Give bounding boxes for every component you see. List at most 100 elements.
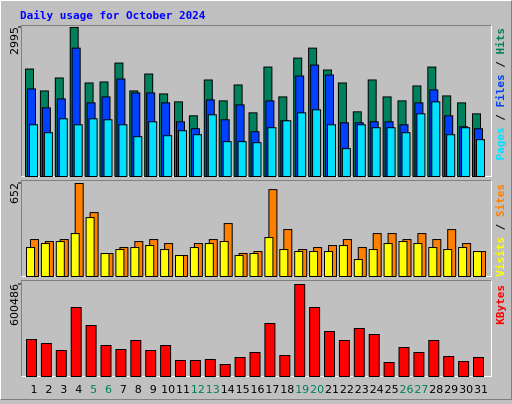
- bar: [26, 338, 37, 377]
- bar: [234, 357, 246, 377]
- x-tick-label: 30: [459, 383, 473, 396]
- x-tick-label: 2: [45, 383, 52, 396]
- x-tick-label: 5: [90, 383, 97, 396]
- bar: [446, 134, 456, 178]
- bar: [341, 148, 351, 177]
- bar: [327, 124, 336, 178]
- bar: [297, 112, 307, 177]
- bar: [264, 323, 276, 377]
- bar: [338, 245, 348, 277]
- bar: [473, 357, 484, 377]
- legend-entry: KBytes: [494, 285, 507, 325]
- bar: [130, 247, 140, 277]
- bar: [178, 130, 187, 177]
- bar: [40, 342, 52, 377]
- x-tick-label: 4: [75, 383, 82, 396]
- bar: [148, 121, 158, 177]
- bar: [237, 141, 247, 177]
- bar: [443, 356, 455, 377]
- bar: [428, 339, 440, 377]
- x-tick-label: 23: [355, 383, 369, 396]
- bar: [458, 247, 468, 277]
- bar: [413, 352, 425, 378]
- bar: [294, 284, 306, 377]
- x-tick-label: 25: [385, 383, 399, 396]
- bar: [73, 124, 83, 178]
- bar: [461, 127, 471, 177]
- panel-shadow: [21, 180, 492, 277]
- bar: [267, 127, 277, 177]
- bar: [282, 120, 292, 177]
- x-tick-label: 27: [414, 383, 428, 396]
- bar: [130, 339, 142, 377]
- x-tick-label: 17: [265, 383, 279, 396]
- x-tick-label: 15: [236, 383, 250, 396]
- bar: [473, 251, 482, 278]
- bar: [413, 243, 423, 277]
- bar: [371, 127, 381, 177]
- bar: [189, 247, 199, 277]
- bar: [294, 251, 304, 278]
- bar: [70, 306, 82, 378]
- bar: [353, 327, 365, 377]
- x-tick-label: 28: [429, 383, 443, 396]
- bar: [192, 134, 202, 178]
- bar: [207, 114, 217, 177]
- bar: [88, 118, 98, 177]
- bar: [383, 243, 393, 277]
- bar: [175, 255, 184, 278]
- x-tick-label: 7: [120, 383, 127, 396]
- bar: [309, 306, 321, 378]
- bar: [222, 141, 232, 177]
- chart-title: Daily usage for October 2024: [20, 9, 206, 22]
- legend: Pages / Files / Hits: [494, 28, 507, 161]
- bar: [58, 118, 68, 177]
- x-tick-label: 11: [176, 383, 190, 396]
- bar: [234, 255, 244, 278]
- bar: [398, 241, 408, 277]
- bar: [401, 132, 411, 177]
- bar: [428, 247, 438, 277]
- legend: Visits / Sites: [494, 184, 507, 277]
- bar: [249, 253, 259, 278]
- bar: [368, 249, 378, 278]
- x-tick-label: 31: [474, 383, 488, 396]
- legend-entry: Pages: [494, 127, 507, 160]
- legend-separator: /: [494, 55, 507, 75]
- bar: [279, 249, 289, 278]
- bar: [204, 243, 214, 277]
- legend-entry: Hits: [494, 28, 507, 55]
- bar: [115, 249, 125, 278]
- bar: [100, 345, 112, 377]
- bar: [279, 354, 291, 378]
- legend-separator: /: [494, 217, 507, 237]
- bar: [29, 124, 38, 178]
- x-tick-label: 3: [60, 383, 67, 396]
- bar: [219, 364, 231, 378]
- bar: [103, 119, 113, 177]
- bar: [118, 124, 128, 178]
- bar: [458, 361, 470, 378]
- bar: [312, 109, 322, 177]
- x-tick-label: 26: [400, 383, 414, 396]
- legend-entry: Files: [494, 74, 507, 107]
- bar: [175, 360, 186, 377]
- y-tick-label: 600486: [8, 284, 21, 326]
- x-tick-label: 1: [31, 383, 38, 396]
- bar: [26, 247, 35, 277]
- bar: [416, 113, 426, 178]
- bar: [264, 237, 274, 277]
- x-tick-label: 9: [150, 383, 157, 396]
- bar: [219, 241, 229, 277]
- bar: [476, 139, 485, 177]
- bar: [204, 358, 216, 377]
- bar: [160, 249, 170, 278]
- bar: [145, 245, 155, 277]
- bar: [85, 324, 97, 377]
- x-tick-label: 18: [280, 383, 294, 396]
- legend: KBytes: [494, 285, 507, 325]
- x-tick-label: 8: [135, 383, 142, 396]
- legend-entry: Sites: [494, 184, 507, 217]
- bar: [324, 251, 333, 278]
